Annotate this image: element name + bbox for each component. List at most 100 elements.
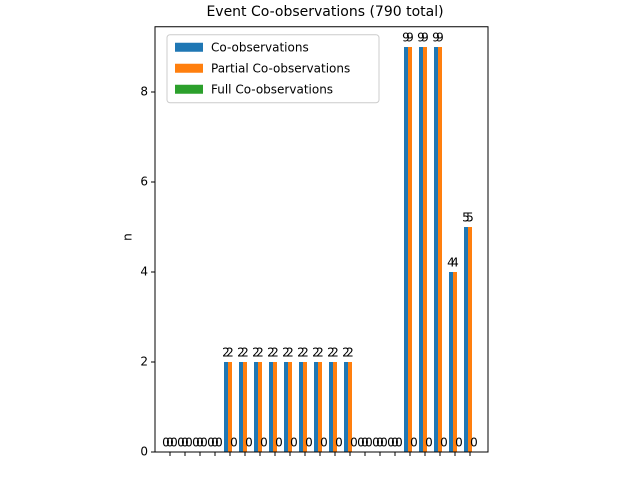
data-label: 2: [331, 346, 339, 360]
data-label: 0: [192, 436, 200, 450]
legend-swatch: [175, 42, 203, 52]
data-label: 2: [252, 346, 260, 360]
bar: [348, 362, 352, 452]
data-label: 0: [440, 436, 448, 450]
y-tick-label: 8: [140, 85, 148, 99]
data-label: 0: [320, 436, 328, 450]
data-label: 2: [301, 346, 309, 360]
data-label: 4: [447, 256, 455, 270]
data-label: 2: [237, 346, 245, 360]
data-label: 0: [275, 436, 283, 450]
data-label: 0: [207, 436, 215, 450]
data-label: 0: [387, 436, 395, 450]
bar: [419, 47, 423, 452]
bar: [228, 362, 232, 452]
bar: [224, 362, 228, 452]
bar: [303, 362, 307, 452]
bar: [329, 362, 333, 452]
data-label: 2: [267, 346, 275, 360]
data-label: 0: [181, 436, 189, 450]
bar: [468, 227, 472, 452]
data-label: 0: [372, 436, 380, 450]
bar: [284, 362, 288, 452]
bar: [404, 47, 408, 452]
data-label: 0: [455, 436, 463, 450]
data-label: 2: [286, 346, 294, 360]
data-label: 0: [177, 436, 185, 450]
data-label: 0: [395, 436, 403, 450]
data-label: 0: [410, 436, 418, 450]
chart-title: Event Co-observations (790 total): [206, 4, 443, 20]
bar: [318, 362, 322, 452]
data-label: 4: [451, 256, 459, 270]
data-label: 0: [357, 436, 365, 450]
bar: [314, 362, 318, 452]
data-label: 2: [241, 346, 249, 360]
data-label: 0: [391, 436, 399, 450]
data-label: 2: [312, 346, 320, 360]
bar: [273, 362, 277, 452]
bar: [258, 362, 262, 452]
legend-label: Full Co-observations: [211, 82, 333, 96]
bar: [423, 47, 427, 452]
data-label: 2: [256, 346, 264, 360]
data-label: 0: [211, 436, 219, 450]
data-label: 0: [350, 436, 358, 450]
data-label: 0: [162, 436, 170, 450]
legend-swatch: [175, 63, 203, 73]
data-label: 0: [335, 436, 343, 450]
data-label: 9: [436, 31, 444, 45]
data-label: 0: [215, 436, 223, 450]
data-label: 0: [260, 436, 268, 450]
data-label: 2: [327, 346, 335, 360]
bar: [453, 272, 457, 452]
bar: [254, 362, 258, 452]
data-label: 2: [282, 346, 290, 360]
legend-label: Co-observations: [211, 40, 309, 54]
data-label: 9: [417, 31, 425, 45]
bar: [464, 227, 468, 452]
data-label: 0: [425, 436, 433, 450]
y-tick-label: 6: [140, 175, 148, 189]
bar: [408, 47, 412, 452]
y-tick-label: 2: [140, 355, 148, 369]
data-label: 9: [402, 31, 410, 45]
bar: [449, 272, 453, 452]
bar: [243, 362, 247, 452]
data-label: 2: [222, 346, 230, 360]
data-label: 9: [421, 31, 429, 45]
bar: [344, 362, 348, 452]
data-label: 0: [376, 436, 384, 450]
y-tick-label: 4: [140, 265, 148, 279]
data-label: 2: [316, 346, 324, 360]
bar: [239, 362, 243, 452]
legend-box: [166, 34, 380, 104]
bar: [438, 47, 442, 452]
data-label: 2: [271, 346, 279, 360]
data-label: 9: [432, 31, 440, 45]
data-label: 0: [245, 436, 253, 450]
axes-frame: [154, 26, 489, 453]
data-label: 0: [230, 436, 238, 450]
data-label: 2: [226, 346, 234, 360]
data-label: 0: [361, 436, 369, 450]
bar: [299, 362, 303, 452]
data-label: 0: [200, 436, 208, 450]
data-label: 0: [185, 436, 193, 450]
data-label: 2: [342, 346, 350, 360]
data-label: 9: [406, 31, 414, 45]
legend-label: Partial Co-observations: [211, 61, 350, 75]
data-label: 0: [170, 436, 178, 450]
data-label: 0: [166, 436, 174, 450]
data-label: 5: [466, 211, 474, 225]
data-label: 0: [196, 436, 204, 450]
bar: [333, 362, 337, 452]
data-label: 5: [462, 211, 470, 225]
legend-swatch: [175, 84, 203, 94]
data-label: 0: [470, 436, 478, 450]
data-label: 0: [305, 436, 313, 450]
data-label: 0: [365, 436, 373, 450]
data-label: 0: [290, 436, 298, 450]
y-tick-label: 0: [140, 445, 148, 459]
